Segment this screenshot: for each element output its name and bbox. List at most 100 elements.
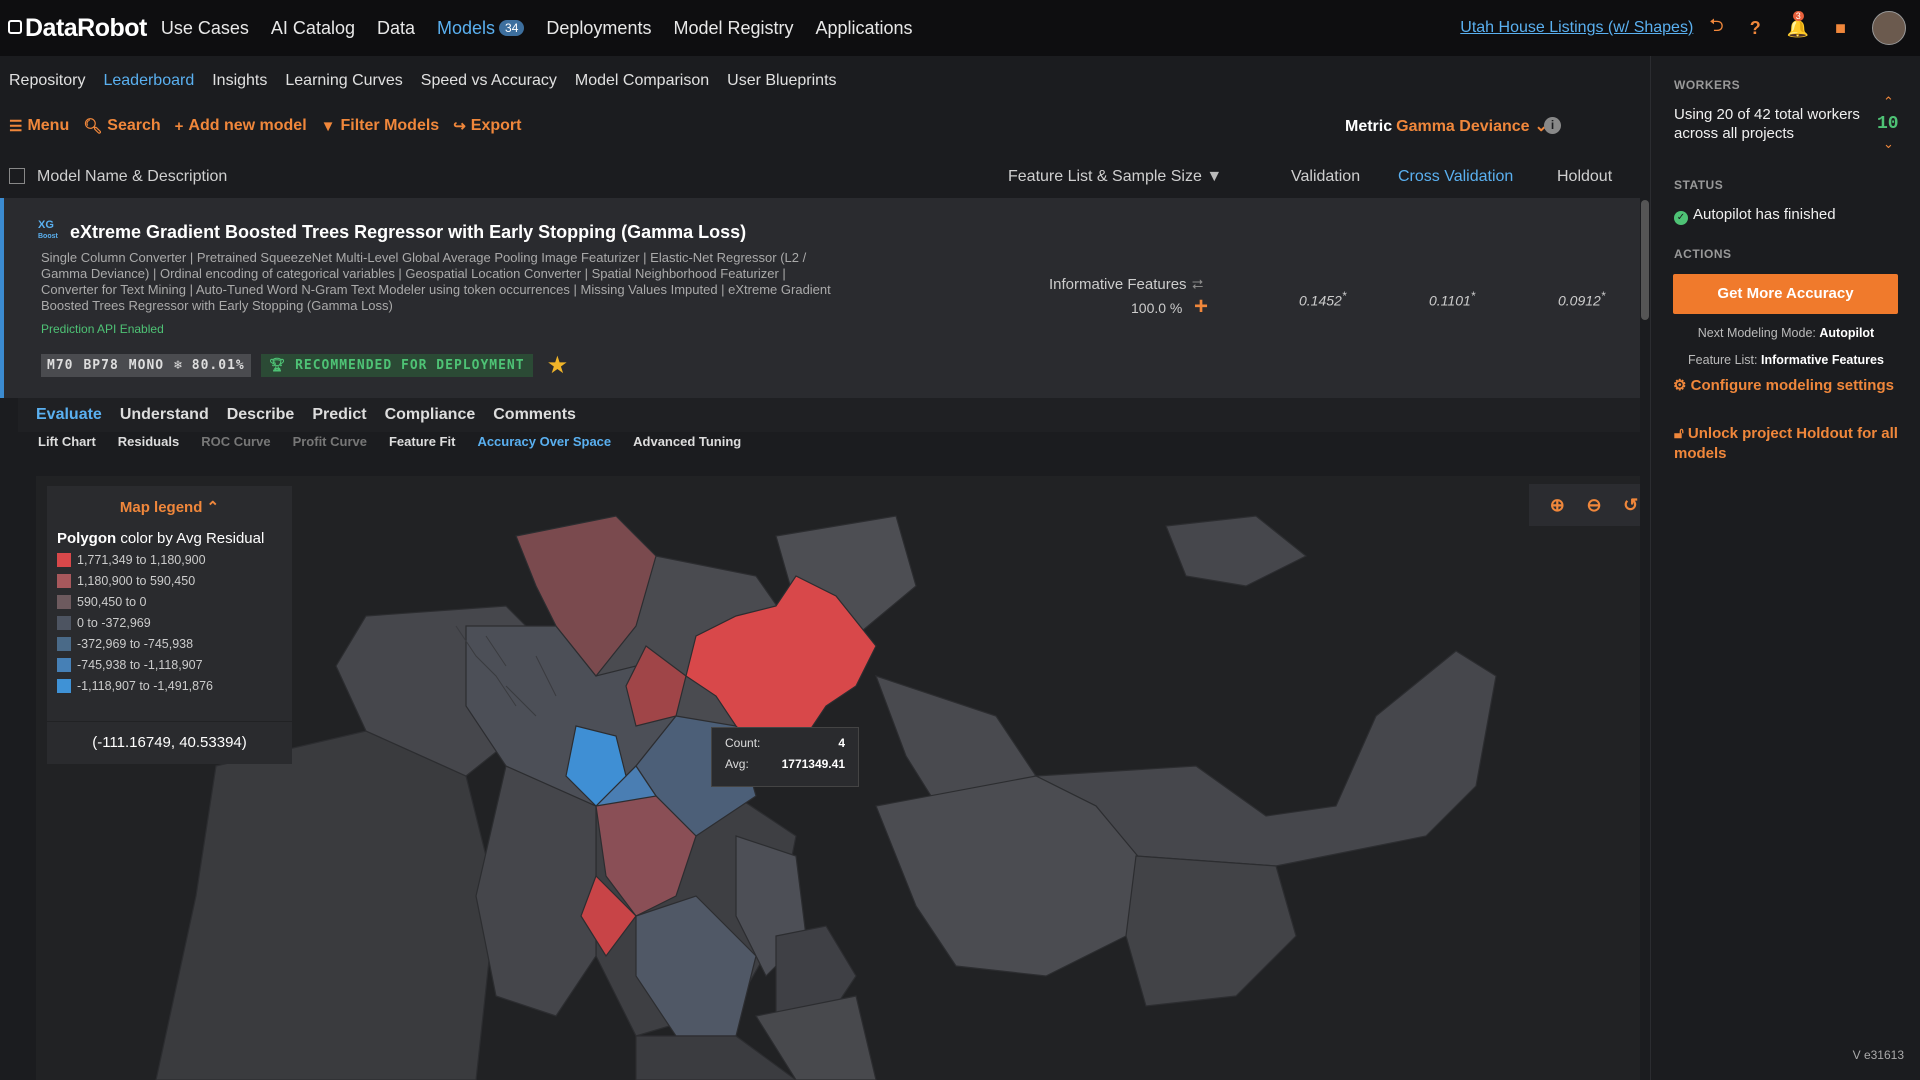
- actions-heading: ACTIONS: [1674, 247, 1732, 261]
- subtab-roc-curve[interactable]: ROC Curve: [201, 434, 271, 449]
- model-description: Single Column Converter | Pretrained Squ…: [41, 250, 831, 313]
- column-feature-list[interactable]: Feature List & Sample Size ▼: [1008, 168, 1223, 185]
- map-legend-toggle[interactable]: Map legend ⌃: [119, 499, 220, 516]
- legend-swatch: [57, 678, 71, 693]
- column-cross-validation[interactable]: Cross Validation: [1398, 168, 1514, 185]
- column-model-name[interactable]: Model Name & Description: [37, 168, 228, 185]
- subtab-feature-fit[interactable]: Feature Fit: [388, 434, 456, 449]
- tab-describe[interactable]: Describe: [226, 406, 295, 423]
- add-sample-plus-icon[interactable]: +: [1194, 293, 1209, 320]
- tab-compliance[interactable]: Compliance: [384, 406, 476, 423]
- models-count-badge: 34: [499, 19, 525, 36]
- star-icon[interactable]: ★: [546, 352, 569, 379]
- subtab-accuracy-over-space[interactable]: Accuracy Over Space: [477, 434, 612, 449]
- subnav-repository[interactable]: Repository: [9, 72, 86, 89]
- zoom-out-icon[interactable]: ⊖: [1586, 494, 1602, 515]
- xgboost-icon: XG Boost: [38, 219, 58, 241]
- user-avatar[interactable]: [1872, 11, 1906, 45]
- subnav-leaderboard[interactable]: Leaderboard: [103, 72, 195, 89]
- model-id-tags: M70 BP78 MONO ❄ 80.01%: [41, 354, 251, 377]
- map-zoom-controls: ⊕ ⊖ ↺: [1529, 484, 1640, 526]
- legend-swatch: [57, 552, 71, 567]
- export-icon: ↪: [453, 118, 466, 135]
- datarobot-logo[interactable]: DataRobot: [8, 14, 147, 43]
- tab-evaluate[interactable]: Evaluate: [36, 406, 102, 423]
- workers-up-icon[interactable]: ⌃: [1883, 94, 1894, 109]
- search-button[interactable]: 🔍︎ Search: [83, 117, 161, 135]
- map-region: [515, 515, 657, 677]
- evaluate-subtabs: Lift Chart Residuals ROC Curve Profit Cu…: [18, 434, 1640, 449]
- subnav-insights[interactable]: Insights: [212, 72, 268, 89]
- nav-models[interactable]: Models 34: [437, 18, 525, 39]
- scrollbar[interactable]: [1641, 200, 1649, 320]
- subnav-model-comparison[interactable]: Model Comparison: [574, 72, 710, 89]
- subnav-speed-vs-accuracy[interactable]: Speed vs Accuracy: [420, 72, 557, 89]
- tab-predict[interactable]: Predict: [312, 406, 367, 423]
- folder-icon[interactable]: ■: [1835, 17, 1846, 38]
- workers-text: Using 20 of 42 total workers across all …: [1674, 106, 1860, 142]
- map-region: [565, 725, 627, 807]
- legend-swatch: [57, 573, 71, 588]
- unlock-holdout-link[interactable]: 🔓︎ Unlock project Holdout for all models: [1674, 425, 1898, 462]
- map-region: [1125, 855, 1297, 1007]
- mono-tag: MONO: [128, 358, 165, 373]
- feature-list-info: Feature List: Informative Features: [1688, 353, 1884, 367]
- model-title[interactable]: eXtreme Gradient Boosted Trees Regressor…: [70, 222, 747, 242]
- filter-models-button[interactable]: ▼ Filter Models: [320, 117, 440, 135]
- legend-swatch: [57, 636, 71, 651]
- feature-list-share-icon[interactable]: ⮂: [1192, 276, 1204, 292]
- map-region: [755, 995, 877, 1080]
- next-modeling-mode: Next Modeling Mode: Autopilot: [1697, 326, 1875, 340]
- subtab-lift-chart[interactable]: Lift Chart: [38, 434, 96, 449]
- map-legend: Map legend ⌃ Polygon color by Avg Residu…: [47, 486, 292, 721]
- nav-applications[interactable]: Applications: [815, 17, 913, 38]
- configure-modeling-settings-link[interactable]: ⚙ Configure modeling settings: [1673, 377, 1894, 394]
- nav-data[interactable]: Data: [376, 17, 416, 38]
- get-more-accuracy-button[interactable]: Get More Accuracy: [1673, 274, 1898, 314]
- map-region: [475, 765, 597, 1017]
- nav-ai-catalog[interactable]: AI Catalog: [270, 17, 355, 38]
- menu-button[interactable]: ☰ Menu: [9, 117, 70, 135]
- check-icon: ✓: [1674, 211, 1688, 225]
- column-validation[interactable]: Validation: [1291, 168, 1361, 185]
- subtab-residuals[interactable]: Residuals: [117, 434, 180, 449]
- subnav-learning-curves[interactable]: Learning Curves: [285, 72, 403, 89]
- nav-use-cases[interactable]: Use Cases: [160, 17, 249, 38]
- info-icon[interactable]: i: [1544, 117, 1561, 134]
- zoom-in-icon[interactable]: ⊕: [1549, 494, 1565, 515]
- legend-entry: 590,450 to 0: [57, 593, 292, 610]
- blueprint-tag: BP78: [83, 358, 119, 373]
- export-button[interactable]: ↪ Export: [453, 117, 522, 135]
- tab-comments[interactable]: Comments: [493, 406, 576, 423]
- project-name-link[interactable]: Utah House Listings (w/ Shapes): [1460, 19, 1694, 36]
- select-all-checkbox[interactable]: [9, 168, 25, 184]
- accuracy-map[interactable]: ⊕ ⊖ ↺ Map legend ⌃ Polygon color by Avg …: [36, 476, 1640, 1080]
- filter-icon: ▼: [1206, 168, 1223, 185]
- map-region: [580, 874, 637, 958]
- gear-icon: ⚙: [1673, 377, 1687, 394]
- map-region: [1165, 515, 1308, 587]
- nav-deployments[interactable]: Deployments: [546, 17, 652, 38]
- subnav-user-blueprints[interactable]: User Blueprints: [727, 72, 837, 89]
- legend-entry: 1,771,349 to 1,180,900: [57, 551, 292, 568]
- lock-icon: 🔓︎: [1674, 425, 1684, 442]
- add-new-model-button[interactable]: + Add new model: [174, 117, 307, 135]
- api-enabled-label: Prediction API Enabled: [41, 322, 164, 336]
- reset-view-icon[interactable]: ↺: [1623, 494, 1639, 515]
- subtab-profit-curve[interactable]: Profit Curve: [292, 434, 367, 449]
- cursor-coordinates: (-111.16749, 40.53394): [47, 722, 292, 764]
- share-icon[interactable]: ⮌: [1709, 15, 1724, 35]
- subtab-advanced-tuning[interactable]: Advanced Tuning: [633, 434, 742, 449]
- map-canvas[interactable]: [36, 476, 1640, 1080]
- workers-down-icon[interactable]: ⌄: [1883, 136, 1894, 151]
- nav-model-registry[interactable]: Model Registry: [673, 17, 794, 38]
- map-region: [155, 730, 497, 1080]
- column-holdout[interactable]: Holdout: [1557, 168, 1613, 185]
- tab-understand[interactable]: Understand: [119, 406, 209, 423]
- notifications-icon[interactable]: 🔔 3: [1786, 10, 1810, 38]
- help-icon[interactable]: ?: [1749, 17, 1761, 38]
- validation-score: 0.1452*: [1299, 290, 1347, 309]
- metric-selector[interactable]: Metric Gamma Deviance ⌄: [1345, 118, 1548, 135]
- top-nav: DataRobot Use Cases AI Catalog Data Mode…: [0, 0, 1920, 56]
- model-row[interactable]: XG Boost eXtreme Gradient Boosted Trees R…: [0, 198, 1640, 398]
